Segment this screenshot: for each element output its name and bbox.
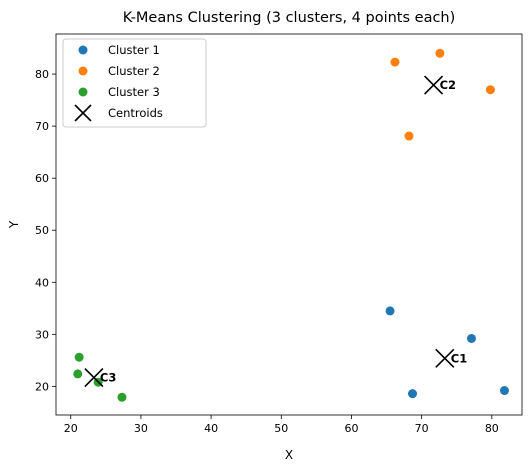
y-tick-label: 40: [35, 276, 49, 289]
cluster-1-point: [408, 389, 418, 399]
cluster-2-point: [404, 131, 414, 141]
legend-marker-cluster-1: [78, 45, 88, 55]
legend-label: Cluster 1: [108, 43, 160, 57]
cluster-2-point: [435, 48, 445, 58]
cluster-3-point: [73, 369, 83, 379]
cluster-2-point: [485, 85, 495, 95]
x-tick-label: 40: [204, 422, 218, 435]
plot-frame: [55, 33, 523, 416]
centroid-marker: [435, 348, 455, 368]
centroid-label: C3: [100, 371, 116, 385]
legend-marker-cluster-3: [78, 87, 88, 97]
legend-label: Centroids: [108, 106, 163, 120]
scatter-points: [73, 48, 509, 402]
y-axis-ticks: 20 30 40 50 60 70 80: [35, 68, 56, 393]
y-tick-label: 70: [35, 120, 49, 133]
legend: Cluster 1 Cluster 2 Cluster 3 Centroids: [62, 38, 207, 128]
centroid-label: C2: [440, 78, 456, 92]
cluster-3-point: [74, 352, 84, 362]
centroid-label: C1: [451, 351, 467, 365]
legend-label: Cluster 2: [108, 64, 160, 78]
y-tick-label: 30: [35, 328, 49, 341]
centroid-marker: [424, 75, 444, 95]
legend-box: [62, 38, 207, 128]
x-axis-ticks: 20 30 40 50 60 70 80: [64, 415, 499, 435]
x-tick-label: 60: [344, 422, 358, 435]
y-tick-label: 80: [35, 68, 49, 81]
legend-marker-centroids: [74, 104, 92, 122]
cluster-1-point: [466, 333, 476, 343]
y-axis-label: Y: [7, 220, 21, 229]
cluster-1-point: [385, 306, 395, 316]
y-tick-label: 20: [35, 380, 49, 393]
y-tick-label: 60: [35, 172, 49, 185]
x-tick-label: 30: [134, 422, 148, 435]
x-tick-label: 50: [274, 422, 288, 435]
y-tick-label: 50: [35, 224, 49, 237]
legend-marker-cluster-2: [78, 66, 88, 76]
chart-title: K-Means Clustering (3 clusters, 4 points…: [123, 10, 456, 26]
centroid-annotations: C1 C2 C3: [100, 78, 467, 385]
centroid-marker: [84, 367, 104, 388]
cluster-3-point: [117, 392, 127, 402]
legend-label: Cluster 3: [108, 85, 160, 99]
cluster-2-point: [390, 57, 400, 67]
x-tick-label: 20: [64, 422, 78, 435]
cluster-1-point: [499, 386, 509, 396]
x-axis-label: X: [285, 448, 293, 462]
x-tick-label: 80: [485, 422, 499, 435]
x-tick-label: 70: [415, 422, 429, 435]
